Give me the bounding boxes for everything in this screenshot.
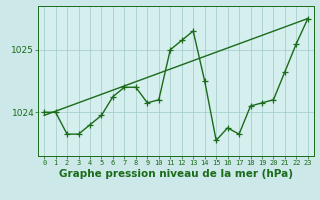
X-axis label: Graphe pression niveau de la mer (hPa): Graphe pression niveau de la mer (hPa): [59, 169, 293, 179]
